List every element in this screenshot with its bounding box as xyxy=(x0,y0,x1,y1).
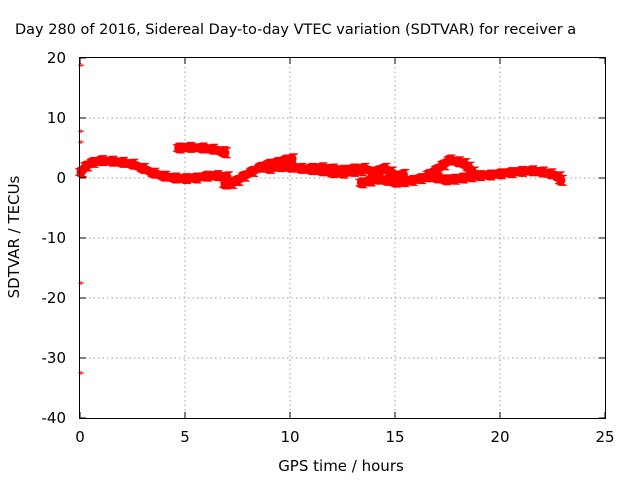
y-tick-label: 20 xyxy=(47,49,66,67)
plot-frame xyxy=(79,57,606,419)
ticks: 0 5 10 15 20 25 -40 -30 -20 -10 0 10 20 xyxy=(42,49,615,446)
x-axis-label: GPS time / hours xyxy=(278,457,404,475)
x-tick-label: 20 xyxy=(490,428,509,446)
x-tick-label: 0 xyxy=(75,428,85,446)
data-trace xyxy=(76,156,232,184)
x-tick-label: 5 xyxy=(180,428,190,446)
y-tick-label: -20 xyxy=(42,289,67,307)
y-tick-label: -10 xyxy=(42,229,67,247)
data-trace xyxy=(356,166,566,188)
x-tick-label: 25 xyxy=(595,428,614,446)
y-tick-label: 10 xyxy=(47,109,66,127)
data-trace xyxy=(174,142,230,158)
data-trace xyxy=(373,163,408,181)
data-trace xyxy=(424,155,478,179)
data-trace xyxy=(306,163,379,177)
x-tick-label: 15 xyxy=(385,428,404,446)
y-tick-label: -40 xyxy=(42,409,67,427)
grid xyxy=(80,58,605,418)
y-tick-label: -30 xyxy=(42,349,67,367)
x-tick-label: 10 xyxy=(280,428,299,446)
chart-title: Day 280 of 2016, Sidereal Day-to-day VTE… xyxy=(15,22,576,38)
data-layer xyxy=(75,63,567,375)
y-tick-label: 0 xyxy=(56,169,66,187)
y-axis-label: SDTVAR / TECUs xyxy=(5,175,23,298)
